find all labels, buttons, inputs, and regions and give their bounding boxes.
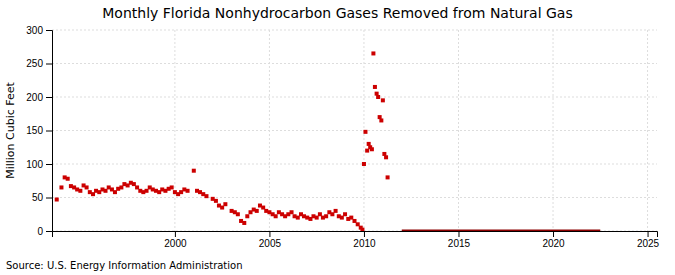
point (373, 85, 377, 89)
point (204, 194, 208, 198)
grid-line-y (52, 30, 657, 31)
x-axis-tick-label: 2010 (353, 238, 376, 249)
point (55, 198, 59, 202)
y-axis-tick: 0 (37, 226, 52, 237)
y-axis-tick-label: 0 (37, 226, 43, 237)
x-axis-tick: 2000 (164, 231, 187, 249)
x-axis-tick-mark (553, 231, 554, 237)
point (376, 95, 380, 99)
grid-line-y (52, 164, 657, 165)
point (324, 214, 328, 218)
title: Monthly Florida Nonhydrocarbon Gases Rem… (102, 5, 572, 21)
y-axis-tick: 250 (26, 58, 52, 69)
y-axis-tick: 300 (26, 25, 52, 36)
grid-line-x (269, 30, 270, 231)
y-axis-title: Million Cubic Feet (4, 81, 17, 178)
grid (52, 30, 657, 231)
point (360, 228, 364, 231)
grid-line-y (52, 97, 657, 98)
x-axis-tick-label: 2000 (164, 238, 187, 249)
x-axis-tick-label: 2015 (448, 238, 471, 249)
point (370, 147, 374, 151)
point (245, 214, 249, 218)
point (362, 162, 366, 166)
point (379, 118, 383, 122)
chart: 2000 2005 2010 2015 2020 2025 0 50 100 150 200 250 3… (0, 0, 675, 275)
point (192, 169, 196, 173)
x-axis-tick-mark (364, 231, 365, 237)
grid-line-x (553, 30, 554, 231)
y-axis-tick: 50 (32, 192, 52, 203)
grid-line-x (458, 30, 459, 231)
x-axis-tick: 2015 (448, 231, 471, 249)
x-axis-tick: 2020 (542, 231, 565, 249)
line (402, 230, 601, 232)
point (381, 98, 385, 102)
y-axis-tick-mark (46, 131, 52, 132)
y-axis-tick-label: 200 (26, 92, 43, 103)
point (170, 185, 174, 189)
y-axis-tick-label: 100 (26, 159, 43, 170)
marks (55, 51, 601, 231)
plot-area: 2000 2005 2010 2015 2020 2025 0 50 100 150 200 250 3… (26, 25, 659, 249)
grid-line-x (647, 30, 648, 231)
x-axis-tick-mark (458, 231, 459, 237)
point (386, 175, 390, 179)
y-axis-tick-label: 50 (32, 192, 44, 203)
y-axis-tick-label: 150 (26, 125, 43, 136)
y-axis-tick-label: 300 (26, 25, 43, 36)
point (223, 202, 227, 206)
y-axis-tick-mark (46, 64, 52, 65)
point (236, 212, 240, 216)
point (59, 185, 63, 189)
x-axis-tick-label: 2025 (637, 238, 660, 249)
x-axis-tick-label: 2020 (542, 238, 565, 249)
point (274, 214, 278, 218)
y-axis-tick: 100 (26, 159, 52, 170)
point (214, 199, 218, 203)
y-axis-tick-mark (46, 198, 52, 199)
point (242, 221, 246, 225)
y-axis-tick-mark (46, 30, 52, 31)
x-axis-tick: 2025 (637, 231, 660, 249)
x-axis: 2000 2005 2010 2015 2020 2025 (53, 231, 660, 249)
grid-line-x (174, 30, 175, 231)
y-axis-line (46, 31, 53, 232)
point (85, 185, 89, 189)
point (384, 155, 388, 159)
x-axis-tick: 2010 (353, 231, 376, 249)
x-axis-line (53, 232, 658, 238)
y-axis-tick-label: 250 (26, 58, 43, 69)
point (343, 212, 347, 216)
grid-line-y (52, 197, 657, 198)
y-axis-tick: 150 (26, 125, 52, 136)
y-axis-tick: 200 (26, 92, 52, 103)
point (334, 209, 338, 213)
grid-line-y (52, 63, 657, 64)
point (186, 189, 190, 193)
x-axis-tick-mark (269, 231, 270, 237)
point (371, 51, 375, 55)
y-axis-tick-mark (46, 97, 52, 98)
point (255, 209, 259, 213)
scatter-series (55, 51, 390, 231)
x-axis-tick-label: 2005 (259, 238, 282, 249)
y-axis-tick-mark (46, 231, 52, 232)
point (363, 130, 367, 134)
y-axis: 0 50 100 150 200 250 300 (26, 25, 52, 237)
x-axis-tick-mark (648, 231, 649, 237)
y-axis-tick-mark (46, 164, 52, 165)
grid-line-y (52, 130, 657, 131)
point (290, 210, 294, 214)
x-axis-tick-mark (175, 231, 176, 237)
point (78, 189, 82, 193)
x-axis-tick: 2005 (259, 231, 282, 249)
annotation: Source: U.S. Energy Information Administ… (6, 260, 243, 271)
point (66, 177, 70, 181)
